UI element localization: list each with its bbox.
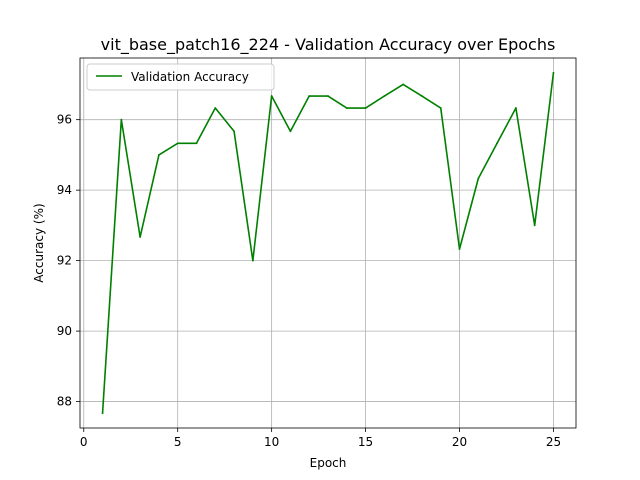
data-point xyxy=(552,71,555,74)
data-point xyxy=(345,107,348,109)
data-point xyxy=(251,259,254,262)
data-point xyxy=(421,95,423,97)
data-point xyxy=(233,130,235,133)
legend-label-validation-accuracy: Validation Accuracy xyxy=(131,70,249,84)
series-layer xyxy=(101,71,555,415)
x-tick-label: 15 xyxy=(358,435,373,449)
data-point xyxy=(383,95,386,97)
x-axis-label: Epoch xyxy=(310,456,347,470)
x-axis-ticks: 0 5 10 15 20 25 xyxy=(80,428,561,449)
data-point xyxy=(289,130,292,133)
x-tick-label: 5 xyxy=(174,435,182,449)
chart-title: vit_base_patch16_224 - Validation Accura… xyxy=(101,35,556,55)
legend: Validation Accuracy xyxy=(86,63,275,91)
data-point xyxy=(214,107,217,109)
y-tick-label: 88 xyxy=(57,395,72,409)
y-tick-label: 94 xyxy=(57,183,72,197)
data-point xyxy=(327,95,329,97)
data-point xyxy=(477,177,480,180)
data-point xyxy=(402,83,405,86)
y-tick-label: 90 xyxy=(57,324,72,338)
data-point xyxy=(101,412,104,415)
data-point xyxy=(176,142,179,145)
data-point xyxy=(270,95,273,97)
data-point xyxy=(139,236,142,238)
x-tick-label: 20 xyxy=(452,435,467,449)
grid-lines xyxy=(80,58,576,428)
y-axis-label: Accuracy (%) xyxy=(32,203,46,282)
data-point xyxy=(514,107,517,109)
data-point xyxy=(158,154,160,156)
data-point xyxy=(533,224,536,227)
x-tick-label: 10 xyxy=(264,435,279,449)
x-tick-label: 0 xyxy=(80,435,88,449)
data-point xyxy=(496,142,498,145)
plot-area-frame xyxy=(79,57,577,429)
x-tick-label: 25 xyxy=(546,435,561,449)
data-point xyxy=(458,248,461,250)
y-tick-label: 92 xyxy=(57,254,72,268)
y-axis-ticks: 88 90 92 94 96 xyxy=(57,113,80,409)
data-point xyxy=(308,95,311,97)
legend-frame xyxy=(86,63,275,91)
data-point xyxy=(439,107,442,109)
data-point xyxy=(195,142,198,145)
data-point xyxy=(120,118,123,121)
data-point xyxy=(364,107,367,109)
y-tick-label: 96 xyxy=(57,113,72,127)
